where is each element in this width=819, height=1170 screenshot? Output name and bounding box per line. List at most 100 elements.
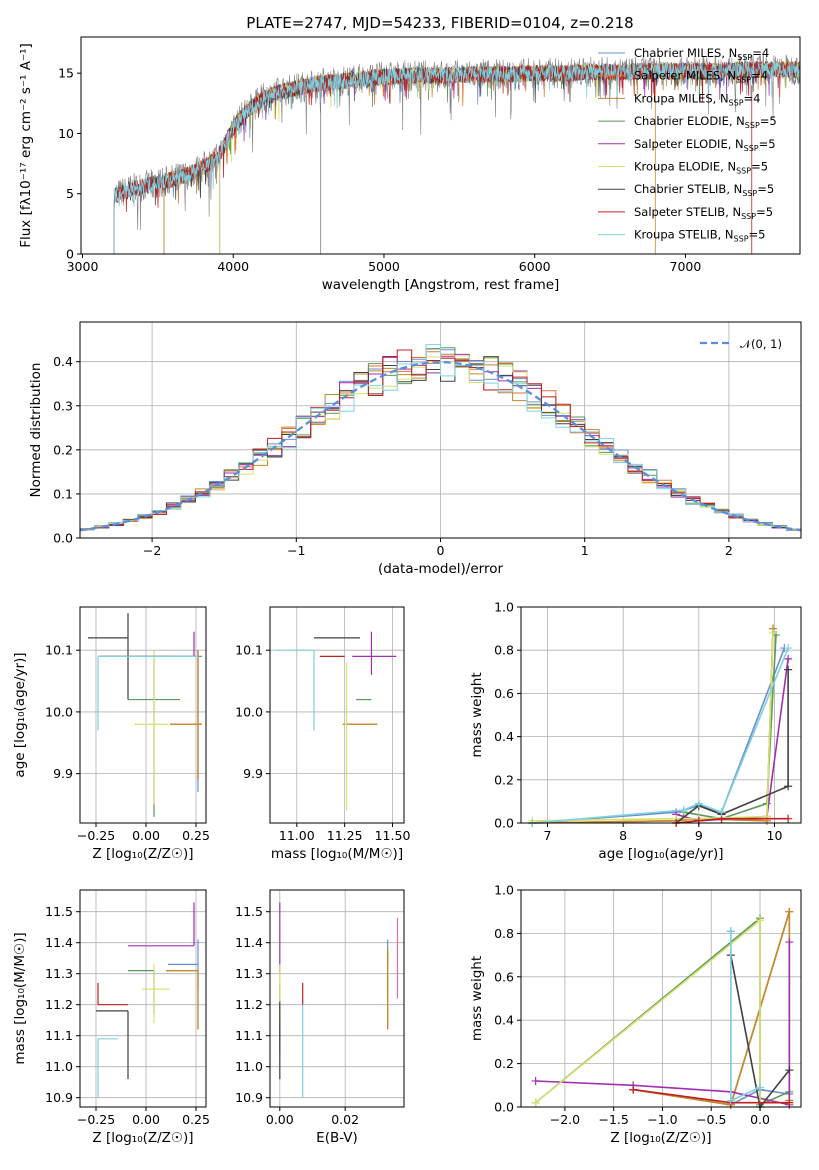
x-tick-label: 0.25 <box>182 1112 210 1127</box>
y-tick-label: 10.0 <box>235 704 263 719</box>
y-tick-label: 0.1 <box>53 486 73 501</box>
y-tick-label: 9.9 <box>53 766 73 781</box>
y-tick-label: 10 <box>58 126 74 141</box>
age-vs-mass-axes <box>270 607 404 823</box>
x-tick-label: 11.25 <box>327 828 363 843</box>
weight-marker <box>784 665 793 674</box>
errorbar-point <box>142 964 170 1024</box>
legend-entry: Kroupa STELIB, NSSP=5 <box>634 228 765 244</box>
axes-frame <box>269 889 405 1108</box>
y-tick-label: 0.0 <box>53 531 73 546</box>
axes-frame <box>520 606 802 824</box>
x-tick-label: −0.25 <box>77 1112 115 1127</box>
y-tick-label: 1.0 <box>494 600 514 615</box>
legend-entry: 𝒩(0, 1) <box>740 337 782 351</box>
errorbar-point <box>96 1010 129 1080</box>
mass-vs-Z-points <box>96 902 199 1098</box>
y-tick-label: 0.6 <box>494 686 514 701</box>
legend-entry: Salpeter ELODIE, NSSP=5 <box>634 137 776 153</box>
residual-legend: 𝒩(0, 1) <box>700 337 782 351</box>
weight-marker <box>785 907 794 916</box>
y-tick-label: 11.4 <box>235 935 263 950</box>
x-tick-label: 3000 <box>67 259 99 274</box>
axes-frame <box>269 606 405 824</box>
histogram-series-8 <box>80 344 801 533</box>
x-tick-label: 6000 <box>519 259 551 274</box>
x-tick-label: 0.00 <box>266 1112 294 1127</box>
weight-marker <box>784 814 793 823</box>
y-tick-label: 0.4 <box>494 729 514 744</box>
legend-entry: Chabrier STELIB, NSSP=5 <box>634 182 774 198</box>
x-axis-label: age [log₁₀(age/yr)] <box>598 846 723 862</box>
weight-marker <box>756 1083 765 1092</box>
legend-entry: Chabrier ELODIE, NSSP=5 <box>634 114 777 130</box>
weight-vs-Z-decor: −2.0 −1.5 −1.0 −0.5 0.0 0.0 0.2 0.4 0.6 0.8 1.0 Z [… <box>469 883 802 1146</box>
errorbar-point <box>170 650 202 780</box>
x-tick-label: −1.0 <box>647 1112 677 1127</box>
x-tick-label: 0.00 <box>132 1112 160 1127</box>
y-tick-label: 0.8 <box>494 926 514 941</box>
weight-marker <box>717 808 726 817</box>
x-axis-label: (data-model)/error <box>378 561 504 577</box>
weight-marker <box>785 1098 794 1107</box>
weight-marker <box>694 799 703 808</box>
x-tick-label: −2.0 <box>550 1112 580 1127</box>
x-tick-label: 7 <box>544 828 552 843</box>
x-tick-label: 8 <box>619 828 627 843</box>
y-tick-label: 9.9 <box>243 766 263 781</box>
x-tick-label: −0.25 <box>77 828 115 843</box>
residual-histograms <box>80 344 801 533</box>
x-tick-label: 9 <box>695 828 703 843</box>
mass-vs-EBV-decor: 0.00 0.02 10.9 11.0 11.1 11.2 11.3 11.4 11.5 E(B-… <box>235 889 405 1146</box>
age-vs-mass-decor: 11.00 11.25 11.50 9.9 10.0 10.1 mass [log₁₀(M/… <box>235 606 411 862</box>
y-tick-label: 5 <box>66 186 74 201</box>
y-tick-label: 0.4 <box>494 1013 514 1028</box>
y-tick-label: 10.1 <box>235 643 263 658</box>
y-tick-label: 0.0 <box>494 1100 514 1115</box>
x-axis-label: wavelength [Angstrom, rest frame] <box>322 277 560 293</box>
spectrum-legend: Chabrier MILES, NSSP=4 Salpeter MILES, NS… <box>598 46 777 244</box>
x-tick-label: 10 <box>767 828 783 843</box>
spectrum-model-line-8 <box>113 61 800 254</box>
y-tick-label: 10.9 <box>45 1090 73 1105</box>
x-tick-label: 11.50 <box>375 828 411 843</box>
weight-marker <box>784 644 793 653</box>
y-tick-label: 11.2 <box>235 997 263 1012</box>
weight-line-7 <box>676 817 789 824</box>
y-tick-label: 11.1 <box>235 1028 263 1043</box>
weight-marker <box>679 806 688 815</box>
x-axis-label: Z [log₁₀(Z/Z☉)] <box>610 1130 711 1146</box>
errorbar-point <box>352 631 397 675</box>
y-tick-label: 0.2 <box>494 1056 514 1071</box>
x-tick-label: 11.00 <box>279 828 315 843</box>
x-tick-label: 2 <box>725 543 733 558</box>
weight-marker <box>756 916 765 925</box>
y-axis-label: age [log₁₀(age/yr)] <box>12 652 28 777</box>
x-tick-label: 1 <box>581 543 589 558</box>
y-tick-label: 0.2 <box>53 442 73 457</box>
axes-frame <box>79 606 207 824</box>
y-axis-label: mass weight <box>469 956 485 1041</box>
errorbar-point <box>134 650 168 805</box>
mass-vs-Z-decor: −0.25 0.00 0.25 10.9 11.0 11.1 11.2 11.3 11.4 11.… <box>12 889 210 1146</box>
x-tick-label: −2 <box>143 543 161 558</box>
y-tick-label: 0 <box>66 247 74 262</box>
weight-marker <box>531 1076 540 1085</box>
errorbar-point <box>97 1038 118 1098</box>
x-tick-label: 7000 <box>670 259 702 274</box>
axes-frame <box>79 889 207 1108</box>
errorbar-point <box>166 969 199 1030</box>
errorbar-point <box>97 655 198 731</box>
y-tick-label: 0.4 <box>53 354 73 369</box>
legend-entry: Salpeter MILES, NSSP=4 <box>634 69 768 85</box>
weight-marker <box>726 1096 735 1105</box>
y-tick-label: 11.3 <box>235 966 263 981</box>
x-tick-label: 5000 <box>368 259 400 274</box>
age-vs-Z-points <box>88 613 202 817</box>
age-vs-Z-axes <box>80 607 206 823</box>
normal-curve <box>80 360 801 532</box>
y-tick-label: 11.4 <box>45 935 73 950</box>
age-vs-mass-points <box>275 631 397 811</box>
y-tick-label: 0.3 <box>53 398 73 413</box>
residuals-decor: −2 −1 0 1 2 0.0 0.1 0.2 0.3 0.4 (data-model)/error… <box>28 321 802 577</box>
